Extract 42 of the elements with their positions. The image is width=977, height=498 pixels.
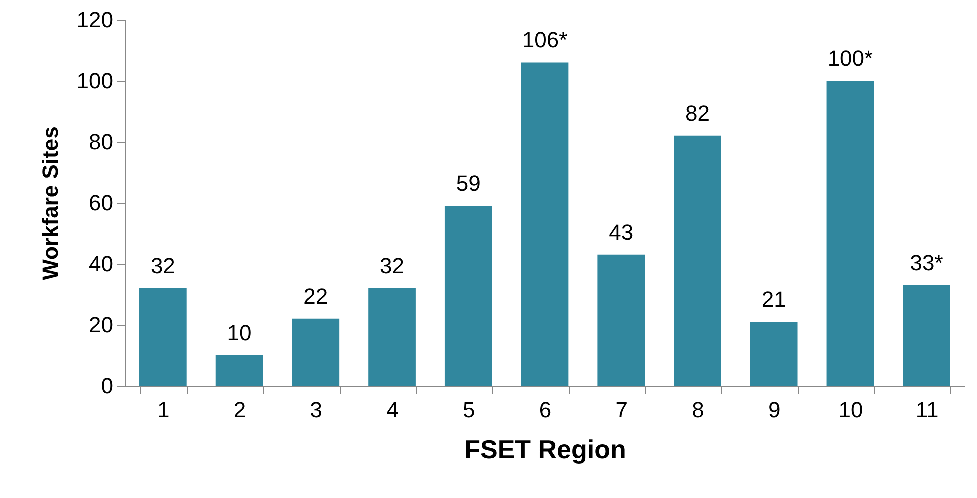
- x-tick-label: 5: [463, 398, 476, 422]
- data-label: 22: [304, 284, 328, 309]
- x-tick-label: 2: [234, 398, 246, 422]
- y-axis-title: Workfare Sites: [38, 126, 63, 280]
- x-tick-label: 7: [616, 398, 628, 422]
- x-tick-label: 6: [539, 398, 552, 422]
- x-tick-label: 4: [386, 398, 399, 422]
- bar: [598, 254, 646, 386]
- data-label: 106*: [522, 28, 568, 53]
- data-label: 10: [227, 320, 252, 346]
- bar: [292, 318, 340, 386]
- x-tick-label: 3: [310, 398, 323, 422]
- data-label: 32: [150, 253, 176, 278]
- x-tick-label: 1: [158, 398, 170, 422]
- x-axis-title: FSET Region: [464, 434, 626, 464]
- bar: [674, 136, 722, 386]
- x-tick-label: 9: [768, 398, 781, 422]
- data-label: 21: [762, 286, 786, 312]
- bar: [368, 288, 416, 386]
- bar: [826, 81, 874, 386]
- data-label: 59: [456, 171, 481, 196]
- x-tick-label: 8: [692, 398, 704, 422]
- bar: [140, 288, 187, 386]
- data-label: 100*: [828, 46, 874, 71]
- bar: [903, 285, 950, 386]
- bar: [444, 206, 492, 386]
- x-tick-label: 11: [916, 398, 939, 422]
- data-label: 43: [609, 220, 634, 245]
- bar: [216, 356, 264, 386]
- data-label: 82: [685, 100, 710, 126]
- bar: [750, 322, 798, 386]
- y-tick-label: 120: [76, 8, 114, 32]
- y-tick-label: 100: [76, 68, 114, 94]
- y-tick-label: 20: [89, 312, 114, 338]
- y-tick-label: 40: [89, 252, 114, 276]
- y-tick-label: 80: [89, 130, 114, 154]
- data-label: 32: [380, 253, 405, 278]
- y-tick-label: 60: [89, 190, 114, 216]
- x-tick-label: 10: [838, 398, 864, 422]
- y-tick-label: 0: [101, 374, 114, 398]
- bar: [521, 62, 569, 386]
- data-label: 33*: [910, 250, 944, 276]
